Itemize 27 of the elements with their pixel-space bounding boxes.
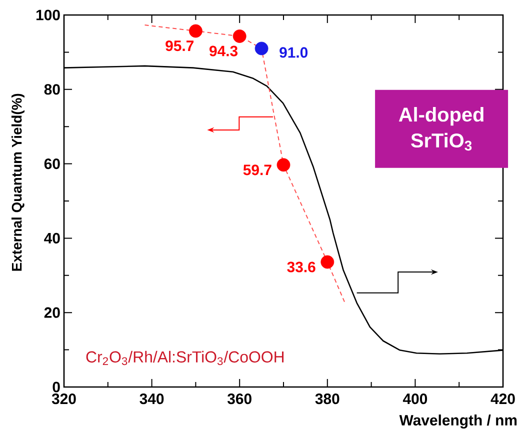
line-series: [144, 24, 346, 304]
y-tick-label: 100: [36, 10, 60, 20]
y-tick-label: 80: [44, 84, 60, 95]
data-label: 94.3: [210, 46, 238, 56]
x-tick-label: 360: [227, 394, 252, 404]
x-tick-label: 320: [52, 394, 76, 404]
x-axis-title: Wavelength / nm: [399, 414, 517, 429]
point: [189, 24, 202, 38]
y-axis-title: External Quantum Yield(%): [11, 94, 24, 271]
data-label: 33.6: [287, 262, 316, 272]
annotation: Cr$_{2}$O$_{3}$/Rh/Al:SrTiO$_{3}$/CoOOH: [86, 350, 284, 366]
point: [320, 255, 334, 269]
x-tick-label: 380: [315, 394, 340, 404]
y-tick-label: 40: [44, 232, 60, 244]
x-tick-label: 400: [402, 394, 428, 404]
point: [254, 42, 268, 56]
point: [232, 30, 246, 43]
y-tick-label: 20: [44, 307, 60, 318]
y-tick-label: 0: [52, 382, 60, 392]
x-tick-label: 420: [490, 394, 515, 404]
y-tick-label: 60: [44, 158, 60, 170]
data-label: 91.0: [280, 47, 308, 58]
x-tick-label: 340: [140, 394, 164, 404]
data-label: 95.7: [166, 40, 194, 52]
point: [276, 158, 290, 172]
annotation: Al-doped SrTiO$_{3}$: [398, 107, 484, 151]
data-label: 59.7: [243, 164, 272, 176]
